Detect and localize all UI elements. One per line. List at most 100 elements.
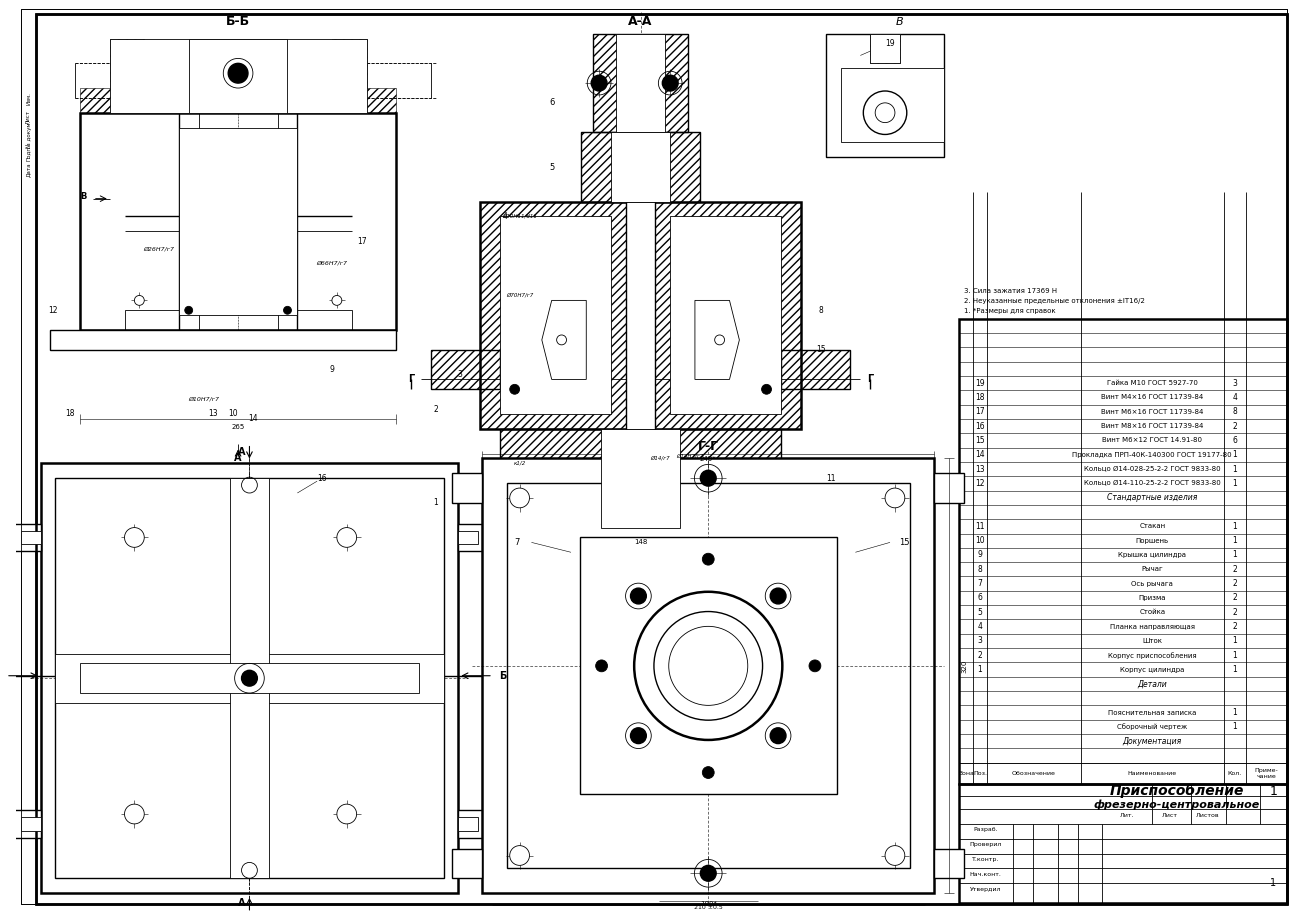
- Circle shape: [283, 306, 292, 314]
- Bar: [541, 300, 587, 379]
- Text: Ø10Н11/d11: Ø10Н11/d11: [503, 214, 537, 219]
- Text: 6: 6: [549, 98, 554, 107]
- Circle shape: [630, 728, 646, 744]
- Text: Стойка: Стойка: [1140, 609, 1165, 616]
- Text: Стакан: Стакан: [1140, 523, 1165, 529]
- Bar: [959, 763, 1287, 784]
- Text: 2: 2: [1233, 608, 1236, 616]
- Bar: [110, 38, 145, 113]
- Text: 4: 4: [503, 212, 508, 221]
- Circle shape: [124, 528, 145, 548]
- Text: к1/2: к1/2: [513, 461, 526, 466]
- Text: Ø66Н7/г7: Ø66Н7/г7: [317, 260, 348, 266]
- Text: 16: 16: [318, 474, 327, 483]
- Text: Ø70Н7/г7: Ø70Н7/г7: [506, 293, 534, 298]
- Text: Нач.конт.: Нач.конт.: [970, 872, 1001, 877]
- Bar: [695, 300, 739, 379]
- Text: 5: 5: [549, 162, 554, 171]
- Bar: [430, 350, 500, 389]
- Text: Стандартные изделия: Стандартные изделия: [1107, 493, 1198, 502]
- Bar: [50, 330, 397, 350]
- Text: Г-Г: Г-Г: [698, 440, 718, 453]
- Text: Б: Б: [499, 671, 506, 681]
- Text: Кольцо Ø14-110-25-2-2 ГОСТ 9833-80: Кольцо Ø14-110-25-2-2 ГОСТ 9833-80: [1084, 480, 1221, 486]
- Bar: [611, 133, 671, 202]
- Text: 1: 1: [1233, 665, 1236, 674]
- Text: 12: 12: [49, 306, 58, 315]
- Circle shape: [663, 75, 678, 91]
- Text: 100*: 100*: [700, 901, 717, 907]
- Text: 240*: 240*: [700, 456, 717, 463]
- Text: 13: 13: [208, 409, 218, 419]
- Text: Обозначение: Обозначение: [1012, 771, 1056, 776]
- Circle shape: [809, 660, 820, 671]
- Circle shape: [124, 804, 145, 823]
- Circle shape: [596, 660, 607, 671]
- Text: 3: 3: [1233, 378, 1238, 387]
- Text: 7: 7: [514, 538, 519, 547]
- Text: А: А: [238, 446, 245, 456]
- Text: Кол.: Кол.: [1227, 771, 1242, 776]
- Bar: [230, 478, 269, 878]
- Text: А: А: [238, 898, 245, 908]
- Text: 1: 1: [1233, 536, 1236, 545]
- Text: Сборочный чертеж: Сборочный чертеж: [1118, 724, 1187, 730]
- Text: Лист: Лист: [26, 110, 31, 124]
- Bar: [178, 127, 297, 315]
- Circle shape: [229, 63, 248, 83]
- Circle shape: [337, 528, 357, 548]
- Bar: [80, 88, 397, 113]
- Bar: [580, 538, 837, 794]
- Bar: [934, 848, 964, 878]
- Text: 2: 2: [1233, 421, 1236, 431]
- Bar: [56, 478, 443, 878]
- Bar: [934, 474, 964, 503]
- Bar: [278, 251, 297, 280]
- Text: 15: 15: [899, 538, 910, 547]
- Bar: [178, 251, 199, 280]
- Text: 15: 15: [817, 345, 826, 354]
- Text: Проверил: Проверил: [969, 842, 1003, 847]
- Text: 8: 8: [978, 565, 982, 573]
- Bar: [481, 202, 801, 429]
- Text: фрезерно-центровальное: фрезерно-центровальное: [1093, 800, 1260, 811]
- Text: 10: 10: [229, 409, 238, 419]
- Text: 1: 1: [1233, 479, 1236, 488]
- Bar: [124, 290, 351, 311]
- Text: 1: 1: [1233, 522, 1236, 531]
- Text: 19: 19: [885, 39, 895, 49]
- Text: Винт М6×16 ГОСТ 11739-84: Винт М6×16 ГОСТ 11739-84: [1101, 409, 1203, 415]
- Text: Изм.: Изм.: [26, 93, 31, 105]
- Bar: [625, 202, 655, 429]
- Text: Приме-
чание: Приме- чание: [1255, 769, 1278, 779]
- Circle shape: [885, 845, 904, 866]
- Bar: [826, 34, 944, 158]
- Polygon shape: [541, 300, 587, 379]
- Text: 3: 3: [457, 370, 463, 379]
- Circle shape: [714, 335, 725, 344]
- Bar: [459, 810, 486, 838]
- Text: 2. Неуказанные предельные отклонения ±IT16/2: 2. Неуказанные предельные отклонения ±IT…: [964, 298, 1145, 304]
- Text: 16: 16: [975, 421, 985, 431]
- Text: Поршень: Поршень: [1136, 538, 1169, 544]
- Bar: [459, 817, 478, 831]
- Text: 4: 4: [978, 622, 982, 631]
- Circle shape: [630, 588, 646, 604]
- Text: 15: 15: [975, 436, 985, 445]
- Text: Прокладка ПРП-40К-140300 ГОСТ 19177-80: Прокладка ПРП-40К-140300 ГОСТ 19177-80: [1072, 452, 1233, 458]
- Bar: [124, 311, 351, 330]
- Text: Винт М6×12 ГОСТ 14.91-80: Винт М6×12 ГОСТ 14.91-80: [1102, 438, 1203, 443]
- Bar: [500, 216, 611, 414]
- Text: 13: 13: [975, 464, 985, 474]
- Text: 3: 3: [978, 637, 982, 646]
- Text: 1: 1: [1233, 551, 1236, 560]
- Text: Разраб.: Разраб.: [973, 827, 999, 833]
- Text: 14: 14: [248, 414, 257, 423]
- Text: 1: 1: [433, 498, 438, 507]
- Text: 3. Сила зажатия 17369 Н: 3. Сила зажатия 17369 Н: [964, 288, 1057, 294]
- Bar: [21, 817, 40, 831]
- Bar: [506, 483, 910, 868]
- Text: 320: 320: [961, 660, 968, 672]
- Text: Лист: Лист: [1162, 813, 1177, 819]
- Text: № докум.: № докум.: [26, 121, 31, 148]
